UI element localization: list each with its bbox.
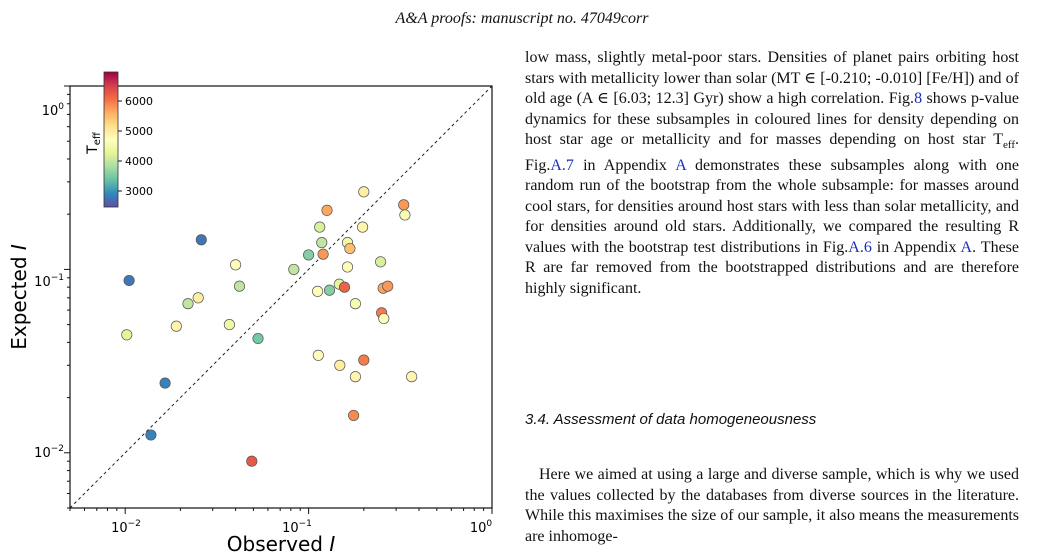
identity-line	[70, 86, 492, 508]
data-point-33	[382, 280, 394, 292]
points-layer	[121, 186, 418, 467]
data-point-23	[338, 281, 351, 293]
x-tick-label-1: 10−2	[111, 519, 141, 536]
appendix-a-link-2[interactable]: A	[960, 238, 973, 256]
scatter-figure: 10−2 10−1 100 10−2 10−1 100 Observed I E…	[0, 40, 510, 554]
data-point-13	[246, 455, 258, 467]
data-point-27	[349, 298, 361, 310]
data-point-18	[312, 285, 324, 297]
figure-a6-link[interactable]: A.6	[848, 238, 872, 256]
appendix-a-link[interactable]: A	[675, 156, 686, 174]
data-point-15	[303, 249, 315, 261]
data-point-30	[375, 256, 387, 268]
plot-frame	[69, 85, 493, 509]
data-point-26	[341, 261, 354, 273]
colorbar-tick-4000: 4000	[125, 155, 153, 168]
data-point-16	[314, 221, 326, 233]
colorbar-ticks	[118, 100, 122, 192]
y-tick-label-1: 10−2	[34, 444, 64, 461]
body-paragraph-1: low mass, slightly metal-poor stars. Den…	[525, 49, 1020, 297]
data-point-12	[252, 332, 264, 345]
data-point-7	[182, 298, 194, 310]
data-point-37	[312, 349, 324, 361]
data-point-9	[223, 319, 235, 331]
y-axis-label: Expected I	[7, 244, 31, 350]
data-point-28	[357, 221, 369, 233]
data-point-19	[317, 248, 329, 260]
colorbar-tick-6000: 6000	[125, 95, 153, 108]
figure-8-link[interactable]: 8	[914, 90, 923, 107]
journal-name: A&A proofs:	[395, 10, 477, 27]
data-point-6	[170, 320, 182, 332]
colorbar	[103, 71, 119, 208]
section-heading: 3.4. Assessment of data homogeneousness	[525, 411, 817, 428]
data-point-25	[344, 242, 356, 255]
colorbar-label: Teff	[85, 131, 103, 155]
data-point-17	[316, 237, 328, 249]
data-point-1	[123, 274, 135, 287]
data-point-38	[334, 359, 346, 371]
data-point-35	[398, 199, 410, 211]
colorbar-tick-3000: 3000	[125, 185, 153, 198]
data-point-42	[406, 371, 418, 383]
data-point-20	[321, 204, 333, 216]
body-paragraph-2: Here we aimed at using a large and diver…	[525, 466, 1019, 545]
data-point-40	[358, 354, 370, 366]
data-point-2	[195, 234, 207, 246]
data-point-5	[121, 329, 133, 341]
manuscript-number: manuscript no. 47049corr	[480, 10, 649, 27]
ticks-layer	[64, 85, 493, 514]
data-point-3	[159, 377, 171, 389]
scatter-chart: 10−2 10−1 100 10−2 10−1 100 Observed I E…	[7, 71, 493, 554]
data-point-11	[233, 280, 246, 292]
data-point-41	[348, 409, 360, 421]
data-point-14	[288, 263, 300, 275]
x-tick-label-3: 100	[470, 519, 493, 536]
x-axis-label: Observed I	[227, 532, 336, 554]
y-tick-label-2: 10−1	[34, 273, 64, 290]
data-point-4	[145, 429, 157, 441]
colorbar-tick-5000: 5000	[125, 125, 153, 138]
data-point-39	[349, 371, 361, 383]
data-point-36	[399, 209, 411, 221]
data-point-10	[230, 259, 242, 271]
running-header: A&A proofs: manuscript no. 47049corr	[0, 10, 1044, 28]
figure-a7-link[interactable]: A.7	[550, 156, 574, 174]
data-point-8	[192, 292, 204, 304]
data-point-21	[323, 284, 336, 296]
data-point-29	[358, 186, 370, 198]
y-tick-label-3: 100	[42, 102, 65, 119]
data-point-34	[378, 312, 390, 325]
